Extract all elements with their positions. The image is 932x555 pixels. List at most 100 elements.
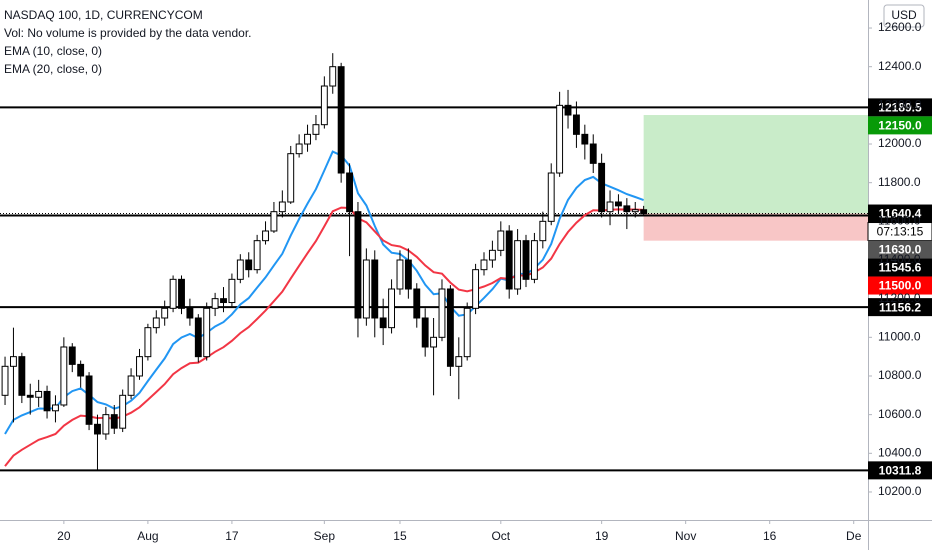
candle-body: [388, 288, 396, 329]
candle-body: [614, 201, 622, 207]
candle-body: [245, 259, 253, 271]
candle-body: [430, 336, 438, 348]
candle-body: [295, 143, 303, 155]
x-tick-label: 16: [763, 529, 777, 543]
y-tick-label: 11200.0: [878, 291, 921, 305]
price-label-box: [868, 98, 932, 117]
x-tick-label: Sep: [314, 529, 336, 543]
y-tick-label: 10400.0: [878, 445, 922, 459]
candle-body: [194, 317, 202, 358]
x-tick-label: De: [846, 529, 862, 543]
candle-body: [10, 356, 17, 367]
y-tick-label: 11400.0: [878, 252, 921, 266]
currency[interactable]: USD: [891, 8, 917, 22]
y-tick-label: 12200.0: [878, 98, 922, 112]
candle-body: [312, 124, 320, 135]
candle-body: [379, 317, 387, 329]
price-label: 11156.2: [879, 300, 921, 314]
candle-body: [144, 327, 152, 358]
candle-body: [362, 259, 370, 319]
y-tick-label: 11000.0: [878, 329, 921, 343]
price-label: 11545.6: [879, 261, 922, 275]
price-label-box: [868, 258, 932, 277]
price-label-box: [868, 298, 932, 317]
candle-body: [497, 230, 505, 251]
candle-body: [236, 259, 244, 280]
candle-body: [488, 249, 496, 261]
currency-badge[interactable]: [883, 4, 925, 28]
x-tick-label: 15: [393, 529, 407, 543]
y-tick-label: 12400.0: [878, 59, 922, 73]
candle-body: [102, 414, 110, 435]
price-label-box: [868, 240, 932, 259]
candle-body: [136, 356, 143, 377]
candle-body: [522, 240, 530, 280]
candle-body: [278, 201, 286, 213]
price-label: 11500.0: [879, 279, 922, 293]
candle-body: [43, 390, 51, 412]
candle-body: [547, 172, 555, 222]
candle-body: [329, 66, 337, 87]
candle-body: [505, 230, 513, 290]
candle-body: [287, 153, 295, 203]
candle-body: [354, 211, 362, 319]
candle-body: [127, 375, 135, 396]
candle-body: [77, 363, 85, 377]
price-label: 11630.0: [879, 243, 922, 257]
candle-body: [631, 209, 639, 213]
candle-body: [472, 269, 480, 309]
candle-body: [60, 346, 68, 406]
candle-body: [337, 66, 345, 174]
candle-body: [514, 240, 522, 290]
candle-body: [598, 162, 606, 213]
legend-entry: EMA (10, close, 0): [4, 44, 102, 58]
candle-body: [606, 201, 614, 213]
candle-body: [270, 211, 278, 232]
price-label: 12189.5: [878, 101, 922, 115]
candle-body: [446, 288, 454, 367]
candle-body: [26, 394, 34, 398]
price-label: 11640.4: [879, 207, 922, 221]
x-tick-label: Aug: [137, 529, 158, 543]
candle-body: [228, 278, 236, 304]
candle-body: [438, 288, 446, 338]
countdown: 07:13:15: [877, 225, 924, 239]
candle-body: [463, 307, 471, 358]
candle-body: [304, 133, 311, 145]
candle-body: [413, 288, 421, 319]
price-label: 12150.0: [878, 119, 922, 133]
candle-body: [161, 307, 169, 319]
candle-body: [253, 240, 261, 271]
candle-body: [640, 209, 648, 215]
x-tick-label: Nov: [675, 529, 696, 543]
price-label: 10311.8: [879, 464, 922, 478]
candle-body: [18, 356, 26, 396]
subtitle: Vol: No volume is provided by the data v…: [4, 26, 251, 40]
candle-body: [52, 404, 59, 412]
candle-body: [110, 414, 118, 429]
candle-body: [203, 307, 211, 358]
candle-body: [211, 298, 219, 309]
y-tick-label: 10600.0: [878, 407, 922, 421]
candle-body: [346, 172, 353, 213]
candle-body: [94, 423, 101, 435]
chart-title: NASDAQ 100, 1D, CURRENCYCOM: [4, 8, 203, 22]
candle-body: [68, 346, 76, 365]
x-tick-label: 17: [225, 529, 239, 543]
price-label-box: [868, 276, 932, 295]
candle-body: [320, 85, 328, 126]
candle-body: [262, 230, 269, 242]
candle-body: [1, 365, 9, 396]
y-tick-label: 10800.0: [878, 368, 922, 382]
candle-body: [371, 259, 379, 319]
y-tick-label: 10200.0: [878, 484, 922, 498]
candle-body: [539, 220, 547, 242]
x-tick-label: 20: [57, 529, 71, 543]
candle-body: [572, 114, 580, 135]
price-label-box: [868, 204, 932, 223]
y-tick-label: 11800.0: [878, 175, 921, 189]
y-tick-label: 11600.0: [878, 214, 921, 228]
candle-body: [178, 278, 185, 309]
candle-body: [220, 298, 227, 304]
